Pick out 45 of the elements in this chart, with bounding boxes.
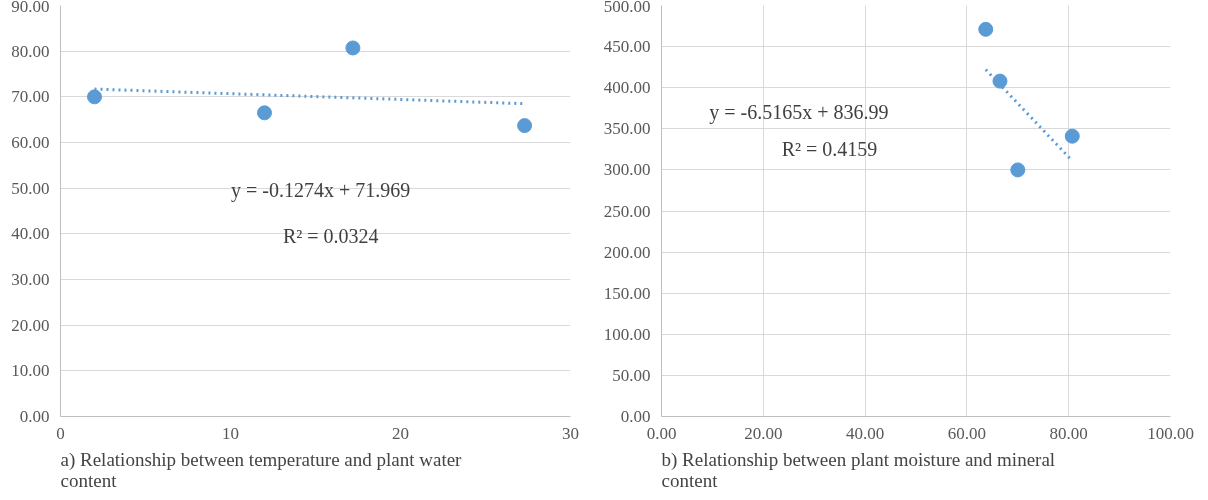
x-tick-label: 10	[222, 423, 239, 443]
y-tick-label: 500.00	[603, 0, 651, 16]
annotation: y = -6.5165x + 836.99	[709, 101, 889, 125]
annotation: R² = 0.0324	[282, 224, 379, 247]
x-tick-label: 100.00	[1147, 423, 1194, 443]
text: a) Relationship between temperature and plant water content	[60, 448, 463, 491]
x-tick-label: 20.00	[744, 423, 783, 443]
y-tick-label: 70.00	[11, 87, 50, 107]
point	[992, 73, 1008, 89]
x-tick-label: 60.00	[947, 423, 987, 443]
x-tick-label: 20	[392, 423, 409, 443]
text: b) Relationship between plant moisture and mineral content	[661, 448, 1056, 491]
point	[1010, 162, 1026, 178]
y-tick-label: 0.00	[19, 407, 50, 426]
point	[1064, 128, 1080, 144]
y-tick-label: 30.00	[11, 270, 50, 289]
point	[978, 21, 994, 37]
x-tick-label: 40.00	[845, 423, 885, 443]
y-tick-label: 450.00	[603, 37, 651, 57]
y-tick-label: 40.00	[11, 224, 50, 244]
y-tick-label: 100.00	[603, 324, 651, 344]
y-tick-label: 20.00	[11, 315, 50, 335]
y-tick-label: 50.00	[11, 178, 50, 198]
x-tick-label: 0.00	[646, 423, 677, 443]
y-tick-label: 350.00	[603, 119, 651, 139]
y-tick-label: 150.00	[603, 283, 651, 303]
y-tick-label: 90.00	[11, 0, 50, 16]
y-tick-label: 80.00	[11, 41, 50, 61]
y-tick-label: 300.00	[603, 160, 651, 180]
y-tick-label: 250.00	[603, 201, 651, 221]
x-tick-label: 30	[562, 423, 579, 443]
x-tick-label: 80.00	[1049, 423, 1088, 443]
y-tick-label: 50.00	[612, 365, 651, 385]
y-tick-label: 10.00	[11, 361, 50, 381]
y-tick-label: 200.00	[603, 242, 651, 262]
x-tick-label: 0	[56, 423, 65, 443]
point	[87, 89, 102, 105]
annotation: R² = 0.4159	[781, 138, 878, 161]
y-tick-label: 400.00	[603, 78, 651, 98]
point	[257, 105, 272, 121]
y-tick-label: 60.00	[11, 133, 50, 152]
point	[345, 40, 361, 56]
y-tick-label: 0.00	[620, 407, 651, 426]
point	[517, 118, 533, 134]
annotation: y = -0.1274x + 71.969	[230, 179, 411, 203]
